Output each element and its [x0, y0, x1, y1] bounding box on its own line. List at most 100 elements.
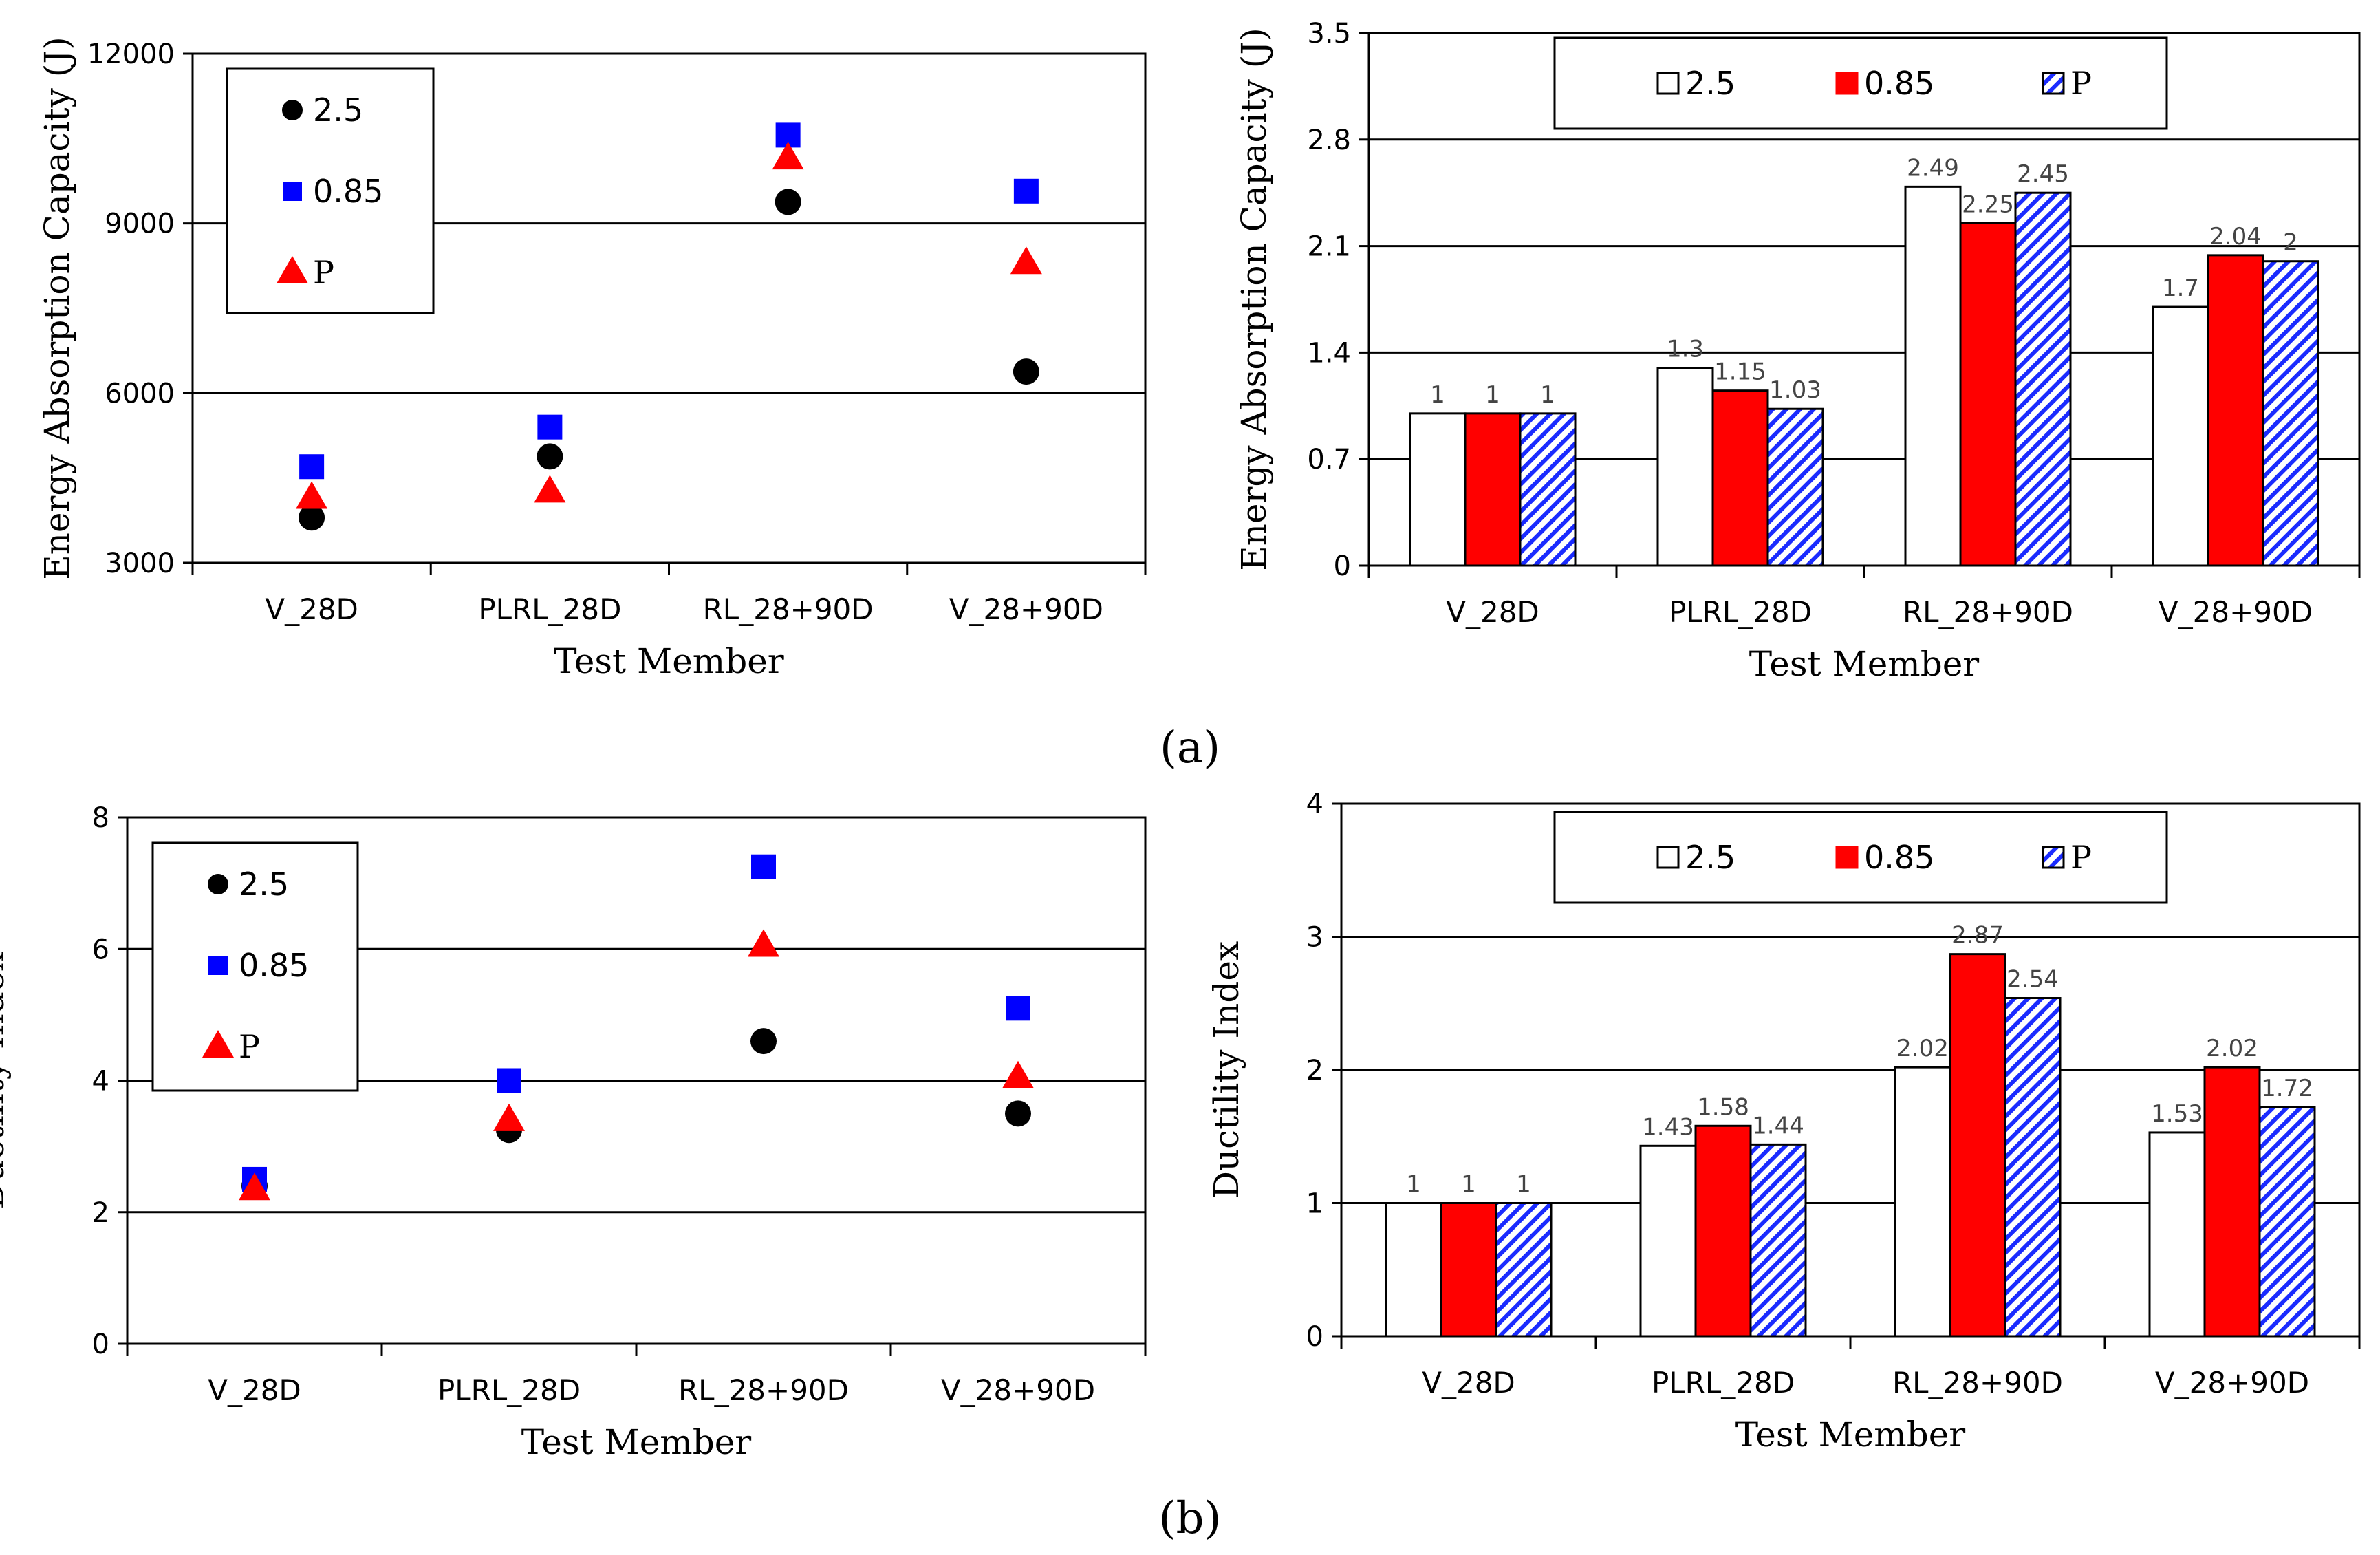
- chart-b-right: 0 1 2 3 4 V_28D PLRL_28D RL_28+90D V_28+90D Test …: [1207, 789, 2361, 1455]
- legend-swatch: [2042, 846, 2065, 869]
- bar: [1495, 1202, 1553, 1338]
- bar: [2262, 260, 2319, 567]
- legend-label: 2.5: [313, 92, 363, 129]
- x-tick-label: PLRL_28D: [1669, 595, 1812, 629]
- bar: [1894, 1066, 1951, 1338]
- legend-swatch: [2042, 72, 2065, 95]
- x-tick-label: V_28+90D: [2155, 1366, 2309, 1400]
- legend-label: 2.5: [1685, 65, 1735, 102]
- bar: [2207, 254, 2264, 567]
- legend-label: 0.85: [1864, 65, 1934, 102]
- data-label: 1.7: [2162, 275, 2199, 302]
- data-label: 2.87: [1951, 922, 2004, 950]
- x-tick-label: RL_28+90D: [1903, 595, 2073, 629]
- y-tick-label: 6: [92, 934, 109, 965]
- chart-b-left: 0 2 4 6 8 V_28D PLRL_28D RL_28+90D V_28+90D Test …: [0, 802, 1147, 1462]
- data-point: [497, 1068, 521, 1093]
- data-point: [296, 481, 328, 509]
- y-tick-label: 6000: [105, 378, 175, 409]
- data-point: [299, 454, 325, 480]
- x-tick-label: PLRL_28D: [1652, 1366, 1795, 1400]
- data-label: 2.02: [2206, 1035, 2258, 1062]
- x-tick-label: PLRL_28D: [437, 1373, 581, 1407]
- legend-swatch: [1835, 72, 1859, 95]
- data-point: [1013, 178, 1039, 204]
- data-label: 1: [1406, 1171, 1421, 1199]
- bar: [1385, 1202, 1442, 1338]
- data-label: 2.45: [2017, 160, 2069, 188]
- bar: [1904, 185, 1962, 567]
- data-point: [1010, 246, 1042, 275]
- y-axis-title: Ductility Index: [0, 952, 12, 1209]
- x-tick-label: RL_28+90D: [1892, 1366, 2063, 1400]
- bar: [2004, 997, 2062, 1338]
- legend: [1553, 36, 2168, 130]
- y-tick-label: 0: [1334, 550, 1351, 582]
- data-point: [775, 189, 801, 215]
- x-tick-label: V_28+90D: [941, 1373, 1095, 1407]
- legend-label: 0.85: [1864, 839, 1934, 876]
- data-point: [537, 414, 563, 440]
- bar: [2148, 1131, 2206, 1338]
- data-label: 2.25: [1962, 191, 2014, 218]
- legend-marker: [277, 256, 308, 283]
- x-tick-label: V_28D: [265, 592, 358, 626]
- legend-swatch: [1835, 846, 1859, 869]
- legend-marker: [282, 100, 303, 120]
- legend-label: P: [2070, 839, 2092, 876]
- data-label: 2.49: [1907, 154, 1959, 182]
- legend: [1553, 811, 2168, 904]
- x-axis-title: Test Member: [1735, 1415, 1965, 1455]
- bar: [2203, 1066, 2261, 1338]
- bar: [2014, 191, 2072, 567]
- legend-swatch: [1656, 846, 1680, 869]
- bar: [2258, 1106, 2316, 1338]
- data-label: 1.03: [1769, 376, 1821, 404]
- panel-label-b: (b): [1159, 1493, 1222, 1544]
- legend: [226, 67, 435, 314]
- x-tick-label: V_28+90D: [949, 592, 1103, 626]
- data-label: 1.3: [1667, 336, 1704, 363]
- legend-marker: [208, 874, 228, 894]
- data-label: 1.15: [1714, 358, 1766, 386]
- data-point: [748, 929, 779, 957]
- y-tick-label: 1: [1306, 1188, 1323, 1220]
- y-tick-label: 2.1: [1307, 231, 1351, 263]
- y-axis-title: Energy Absorption Capacity (J): [1234, 28, 1274, 571]
- data-point: [772, 142, 804, 170]
- bar: [2152, 305, 2209, 567]
- chart-a-left: 3000 6000 9000 12000 V_28D PLRL_28D RL_28+90D V…: [37, 36, 1147, 681]
- data-label: 1: [1461, 1171, 1476, 1199]
- legend-label: 2.5: [1685, 839, 1735, 876]
- y-tick-label: 8: [92, 802, 109, 834]
- bar: [1639, 1144, 1697, 1338]
- data-point: [239, 1172, 270, 1201]
- y-tick-label: 0: [92, 1329, 109, 1360]
- data-label: 1.72: [2261, 1075, 2313, 1102]
- y-axis-title: Ductility Index: [1207, 941, 1246, 1199]
- legend-label: P: [239, 1028, 260, 1065]
- x-axis-title: Test Member: [554, 641, 783, 681]
- bar: [1519, 412, 1577, 567]
- legend-label: 0.85: [313, 173, 383, 210]
- legend-marker: [202, 1030, 234, 1058]
- x-tick-label: RL_28+90D: [678, 1373, 849, 1407]
- data-point: [1002, 1060, 1034, 1088]
- legend-label: P: [313, 254, 334, 291]
- y-tick-label: 3.5: [1307, 18, 1351, 50]
- x-tick-label: PLRL_28D: [478, 592, 621, 626]
- data-label: 1: [1516, 1171, 1531, 1199]
- x-tick-label: V_28D: [208, 1373, 301, 1407]
- data-point: [1006, 996, 1030, 1021]
- y-tick-label: 4: [92, 1066, 109, 1097]
- x-tick-label: RL_28+90D: [703, 592, 874, 626]
- legend-marker: [208, 956, 228, 975]
- y-axis-title: Energy Absorption Capacity (J): [37, 36, 77, 580]
- bar: [1749, 1143, 1807, 1338]
- x-tick-label: V_28+90D: [2159, 595, 2313, 629]
- panel-label-a: (a): [1160, 722, 1220, 773]
- data-label: 2.04: [2209, 223, 2262, 250]
- y-tick-label: 1.4: [1307, 337, 1351, 369]
- data-label: 1.53: [2151, 1100, 2203, 1128]
